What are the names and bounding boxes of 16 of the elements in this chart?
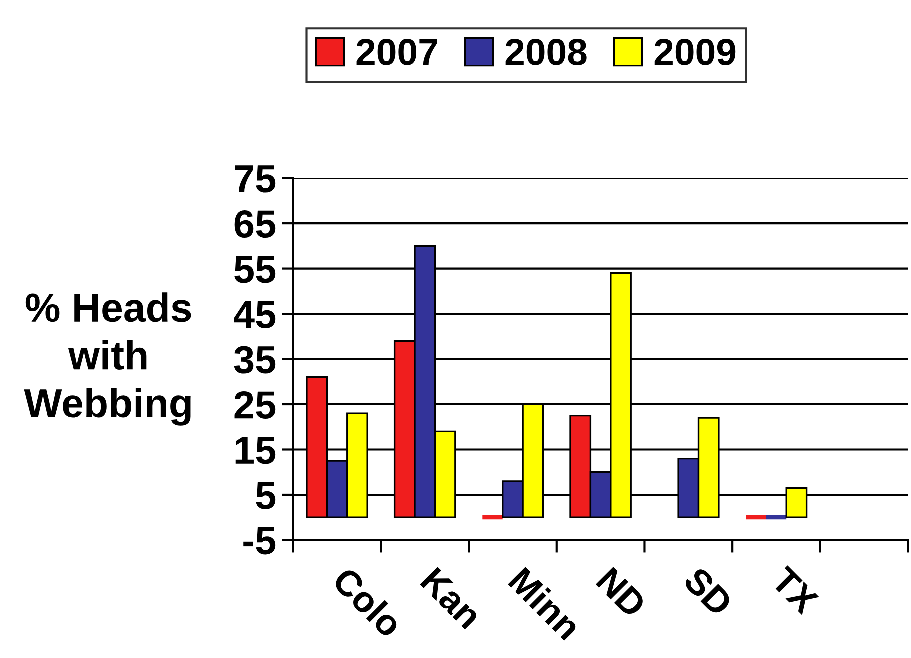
legend-label: 2008 — [506, 38, 587, 66]
x-tick-label: ND — [596, 567, 648, 619]
y-tick-label: 35 — [234, 346, 276, 374]
y-tick-label: 55 — [234, 256, 276, 284]
legend-label: 2007 — [356, 38, 438, 66]
y-tick-label: 25 — [234, 391, 276, 419]
y-axis-title: % Heads with Webbing — [24, 292, 192, 426]
y-tick-label: 45 — [234, 301, 276, 329]
y-tick-label: -5 — [244, 528, 276, 555]
x-tick-label: TX — [770, 566, 820, 616]
y-tick-label: 15 — [236, 437, 276, 464]
legend-label: 2009 — [654, 38, 736, 66]
x-tick-label: SD — [682, 566, 734, 618]
y-tick-label: 65 — [234, 210, 276, 238]
y-tick-label: 75 — [235, 166, 276, 193]
y-tick-label: 5 — [256, 482, 276, 510]
